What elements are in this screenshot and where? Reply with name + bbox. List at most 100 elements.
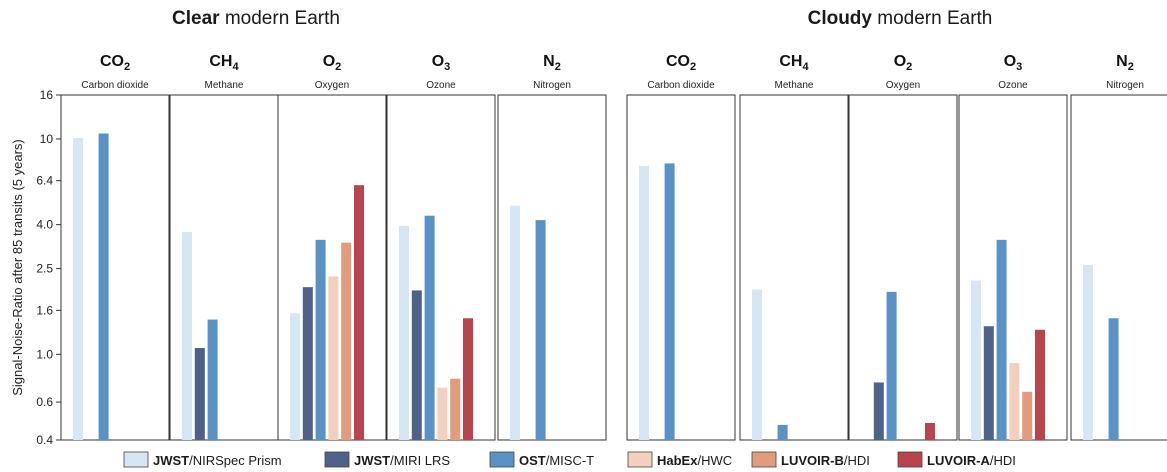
- molecule-formula-base: O: [894, 53, 906, 70]
- molecule-formula: O2: [894, 53, 913, 73]
- molecule-formula-base: N: [1116, 53, 1128, 70]
- y-tick-label: 10: [40, 132, 54, 146]
- y-tick-label: 0.6: [36, 395, 53, 409]
- legend-label-rest: /MISC-T: [546, 453, 594, 468]
- legend-swatch-luvoir_a: [897, 451, 923, 468]
- legend-swatch-jwst_nirspec: [123, 451, 149, 468]
- legend-label-rest: /HDI: [990, 453, 1016, 468]
- molecule-name: Carbon dioxide: [647, 80, 715, 91]
- molecule-formula-subscript: 3: [444, 61, 450, 73]
- y-tick-label: 0.4: [36, 433, 53, 447]
- bar-jwst_nirspec: [73, 138, 83, 440]
- bar-jwst_nirspec: [182, 231, 192, 440]
- molecule-formula: CH4: [779, 53, 809, 73]
- bar-luvoir_b: [1022, 391, 1033, 440]
- panel-frame: [848, 94, 958, 441]
- bar-ost: [315, 239, 326, 440]
- bar-jwst_nirspec: [752, 289, 762, 440]
- molecule-formula-base: CO: [100, 53, 124, 70]
- y-tick-label: 4.0: [36, 218, 53, 232]
- legend-label-jwst_miri: JWST/MIRI LRS: [354, 453, 450, 468]
- molecule-formula-base: CH: [779, 53, 802, 70]
- group-title: Cloudy modern Earth: [808, 8, 993, 29]
- molecule-formula-subscript: 2: [906, 61, 912, 73]
- panel-frame: [739, 94, 849, 441]
- bar-ost: [424, 215, 435, 440]
- bar-habex: [1009, 363, 1020, 440]
- legend-label-bold: JWST: [153, 453, 189, 468]
- molecule-formula: CO2: [666, 53, 696, 73]
- bar-jwst_miri: [873, 382, 884, 440]
- bar-luvoir_a: [1035, 329, 1045, 440]
- legend-swatch-luvoir_b: [751, 451, 777, 468]
- y-tick-label: 16: [40, 88, 54, 102]
- bar-ost: [535, 220, 546, 440]
- bar-luvoir_a: [925, 422, 935, 440]
- legend-swatch-ost: [489, 451, 515, 468]
- bar-jwst_nirspec: [290, 313, 300, 440]
- bar-jwst_miri: [302, 287, 313, 440]
- molecule-formula-subscript: 2: [555, 61, 561, 73]
- legend-label-jwst_nirspec: JWST/NIRSpec Prism: [153, 453, 282, 468]
- group-title-bold: Cloudy: [808, 8, 873, 29]
- y-tick-label: 1.6: [36, 303, 53, 317]
- molecule-name: Ozone: [426, 80, 456, 91]
- molecule-formula-subscript: 2: [124, 61, 130, 73]
- molecule-formula-base: O: [432, 53, 444, 70]
- bar-jwst_nirspec: [510, 205, 520, 440]
- y-tick-label: 2.5: [36, 262, 53, 276]
- y-tick-label: 1.0: [36, 347, 53, 361]
- molecule-formula-subscript: 3: [1016, 61, 1022, 73]
- bar-habex: [437, 387, 448, 440]
- molecule-name: Ozone: [998, 80, 1028, 91]
- legend-label-bold: HabEx: [657, 453, 698, 468]
- molecule-formula-base: CH: [209, 53, 232, 70]
- molecule-name: Nitrogen: [1106, 80, 1144, 91]
- group-title-rest: modern Earth: [220, 8, 340, 29]
- legend-label-bold: LUVOIR-B: [781, 453, 844, 468]
- molecule-formula-subscript: 4: [802, 61, 809, 73]
- panel-frame: [60, 94, 170, 441]
- molecule-formula-base: O: [1004, 53, 1016, 70]
- panel-frame: [497, 94, 607, 441]
- y-tick-label: 6.4: [36, 174, 53, 188]
- bar-jwst_miri: [194, 347, 205, 440]
- bar-luvoir_a: [354, 185, 364, 440]
- molecule-formula-subscript: 2: [335, 61, 341, 73]
- molecule-formula: O3: [432, 53, 451, 73]
- bar-luvoir_b: [341, 242, 352, 440]
- bar-jwst_miri: [411, 290, 422, 440]
- bar-jwst_miri: [983, 326, 994, 440]
- bar-ost: [98, 133, 109, 441]
- group-title-bold: Clear: [172, 8, 220, 29]
- molecule-formula-base: N: [543, 53, 555, 70]
- molecule-name: Nitrogen: [533, 80, 571, 91]
- molecule-formula: O3: [1004, 53, 1023, 73]
- legend-label-ost: OST/MISC-T: [519, 453, 594, 468]
- molecule-formula: CO2: [100, 53, 130, 73]
- legend-label-bold: JWST: [354, 453, 390, 468]
- molecule-formula-base: CO: [666, 53, 690, 70]
- panel-frame: [1070, 94, 1167, 441]
- molecule-name: Oxygen: [886, 80, 920, 91]
- legend-label-rest: /HWC: [697, 453, 732, 468]
- legend-label-luvoir_b: LUVOIR-B/HDI: [781, 453, 870, 468]
- molecule-formula-base: O: [323, 53, 335, 70]
- bar-ost: [886, 291, 897, 440]
- bar-jwst_nirspec: [1083, 264, 1093, 440]
- bar-ost: [777, 424, 788, 440]
- molecule-name: Oxygen: [315, 80, 349, 91]
- legend-label-rest: /HDI: [844, 453, 870, 468]
- molecule-formula-subscript: 2: [690, 61, 696, 73]
- bar-jwst_nirspec: [971, 280, 981, 440]
- bar-ost: [1108, 318, 1119, 440]
- molecule-formula: N2: [1116, 53, 1134, 73]
- legend-label-luvoir_a: LUVOIR-A/HDI: [927, 453, 1016, 468]
- legend-swatch-jwst_miri: [324, 451, 350, 468]
- molecule-formula-subscript: 4: [232, 61, 239, 73]
- molecule-formula: N2: [543, 53, 561, 73]
- bar-jwst_nirspec: [399, 225, 409, 440]
- legend-label-rest: /NIRSpec Prism: [189, 453, 281, 468]
- legend-label-habex: HabEx/HWC: [657, 453, 732, 468]
